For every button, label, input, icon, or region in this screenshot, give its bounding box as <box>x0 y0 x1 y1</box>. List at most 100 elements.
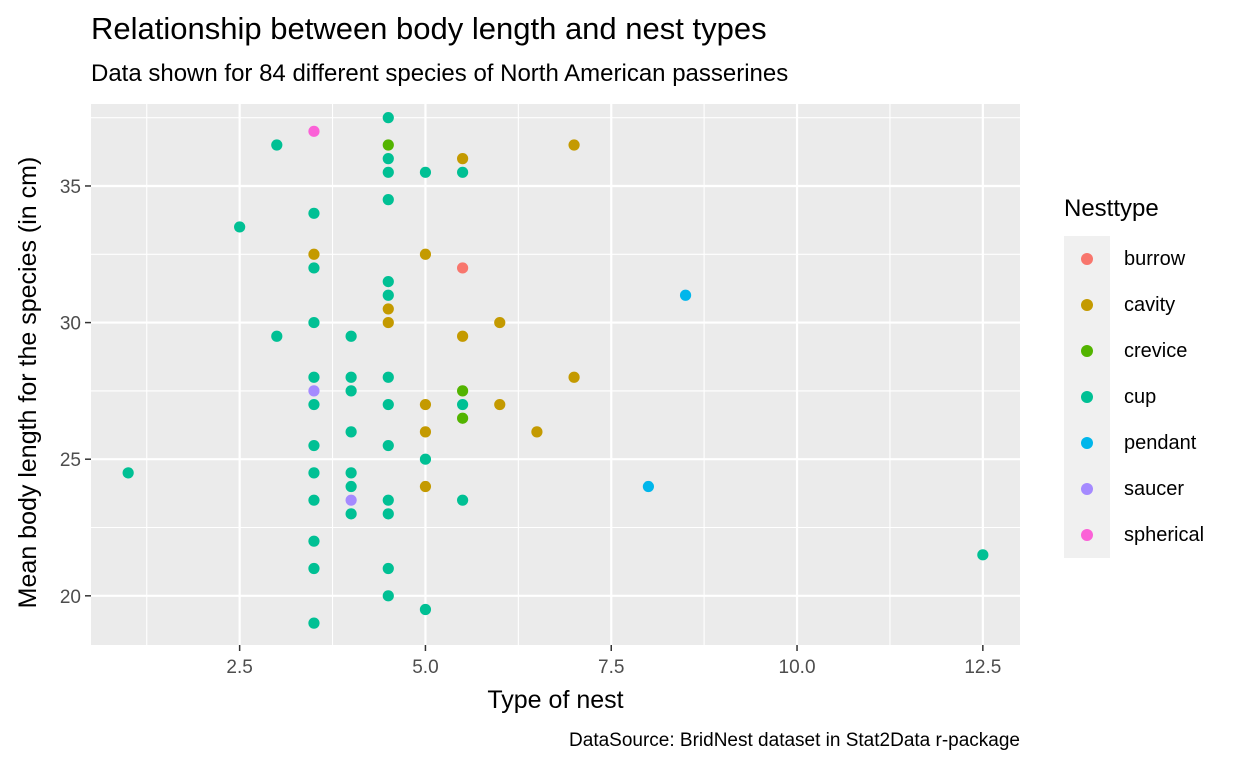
data-point-spherical <box>308 125 320 137</box>
legend-label: burrow <box>1124 248 1186 270</box>
data-point-cup <box>382 289 394 301</box>
legend-dot-icon <box>1081 345 1093 357</box>
data-point-crevice <box>382 139 394 151</box>
data-point-cup <box>308 439 320 452</box>
data-point-cup <box>122 467 134 479</box>
data-point-cup <box>382 590 394 602</box>
data-point-saucer <box>345 494 357 506</box>
data-point-cup <box>308 617 320 629</box>
data-point-cavity <box>308 248 320 260</box>
data-point-cavity <box>457 330 469 342</box>
data-point-cavity <box>531 426 543 438</box>
y-tick-label: 30 <box>60 314 81 335</box>
data-point-cup <box>308 207 320 219</box>
data-point-cup <box>382 562 394 575</box>
x-axis-label: Type of nest <box>487 686 623 714</box>
y-tick-label: 35 <box>60 177 81 198</box>
data-point-cup <box>382 371 394 383</box>
x-tick-label: 10.0 <box>779 657 816 678</box>
data-point-cup <box>345 467 357 479</box>
data-point-cavity <box>419 426 432 438</box>
data-point-cavity <box>494 316 506 329</box>
data-point-cup <box>234 221 246 233</box>
x-tick-label: 5.0 <box>412 657 438 678</box>
axes: 2.5 5.0 7.5 10.0 12.5 20 25 30 35 Type of nest Mea… <box>14 157 1001 714</box>
data-point-cup <box>308 535 320 547</box>
panel-background <box>91 104 1020 645</box>
y-tick-label: 20 <box>60 587 81 608</box>
legend-dot-icon <box>1081 253 1093 265</box>
data-point-cup <box>308 467 320 479</box>
data-point-cup <box>382 112 394 124</box>
data-point-cavity <box>419 248 432 260</box>
data-point-cup <box>308 398 320 411</box>
data-point-cup <box>345 385 357 397</box>
legend-label: pendant <box>1124 432 1197 454</box>
data-point-pendant <box>679 289 692 301</box>
data-point-cup <box>977 549 989 561</box>
chart-caption: DataSource: BridNest dataset in Stat2Dat… <box>569 730 1020 751</box>
plot-panel <box>91 104 1020 645</box>
data-point-cup <box>382 153 394 165</box>
data-point-cup <box>345 371 357 383</box>
data-point-cup <box>308 562 320 575</box>
data-point-cup <box>345 508 357 520</box>
data-point-cup <box>382 398 394 411</box>
data-point-cup <box>382 194 394 206</box>
x-tick-label: 12.5 <box>964 657 1001 678</box>
data-point-cup <box>419 603 432 616</box>
data-point-cup <box>382 166 394 178</box>
legend-label: spherical <box>1124 524 1205 546</box>
legend-dot-icon <box>1081 529 1093 541</box>
data-point-cup <box>345 330 357 342</box>
data-point-cavity <box>382 316 394 329</box>
legend-label: cup <box>1124 386 1157 408</box>
y-tick-label: 25 <box>60 450 81 471</box>
legend-keys: burrow cavity crevice cup pendant saucer spher… <box>1064 236 1204 558</box>
data-point-cavity <box>419 480 432 493</box>
data-point-cavity <box>494 398 506 411</box>
data-point-cup <box>457 166 469 178</box>
legend-dot-icon <box>1081 437 1093 449</box>
data-point-cup <box>382 276 394 288</box>
legend-label: saucer <box>1124 478 1185 500</box>
data-point-cup <box>345 426 357 438</box>
data-point-cup <box>271 330 283 342</box>
data-point-saucer <box>308 385 320 397</box>
data-point-cup <box>419 453 432 465</box>
data-point-cup <box>457 398 469 411</box>
legend-dot-icon <box>1081 299 1093 311</box>
legend: Nesttype burrow cavity crevice cup pendant sa… <box>1064 190 1204 558</box>
data-point-pendant <box>642 480 655 493</box>
data-point-cup <box>382 494 394 506</box>
data-point-cavity <box>382 303 394 315</box>
data-point-cavity <box>457 153 469 165</box>
data-point-cup <box>419 166 432 178</box>
legend-dot-icon <box>1081 483 1093 495</box>
legend-title: Nesttype <box>1064 195 1159 222</box>
data-point-cavity <box>419 398 432 411</box>
chart-title: Relationship between body length and nes… <box>91 11 767 46</box>
data-point-crevice <box>457 385 469 397</box>
x-tick-label: 2.5 <box>226 657 252 678</box>
data-point-burrow <box>457 262 469 274</box>
data-point-cup <box>271 139 283 151</box>
legend-label: crevice <box>1124 340 1188 362</box>
data-point-cup <box>308 371 320 383</box>
legend-dot-icon <box>1081 391 1093 403</box>
x-tick-label: 7.5 <box>598 657 624 678</box>
data-point-cavity <box>568 139 580 151</box>
data-point-cup <box>308 494 320 506</box>
data-point-cup <box>382 439 394 452</box>
y-axis-label: Mean body length for the species (in cm) <box>14 157 42 609</box>
data-point-cup <box>345 480 357 493</box>
data-points <box>122 112 989 629</box>
data-point-cup <box>457 494 469 506</box>
data-point-crevice <box>457 412 469 424</box>
data-point-cup <box>382 508 394 520</box>
chart-subtitle: Data shown for 84 different species of N… <box>91 60 789 87</box>
legend-label: cavity <box>1124 294 1176 316</box>
data-point-cavity <box>568 371 580 383</box>
data-point-cup <box>308 316 320 329</box>
